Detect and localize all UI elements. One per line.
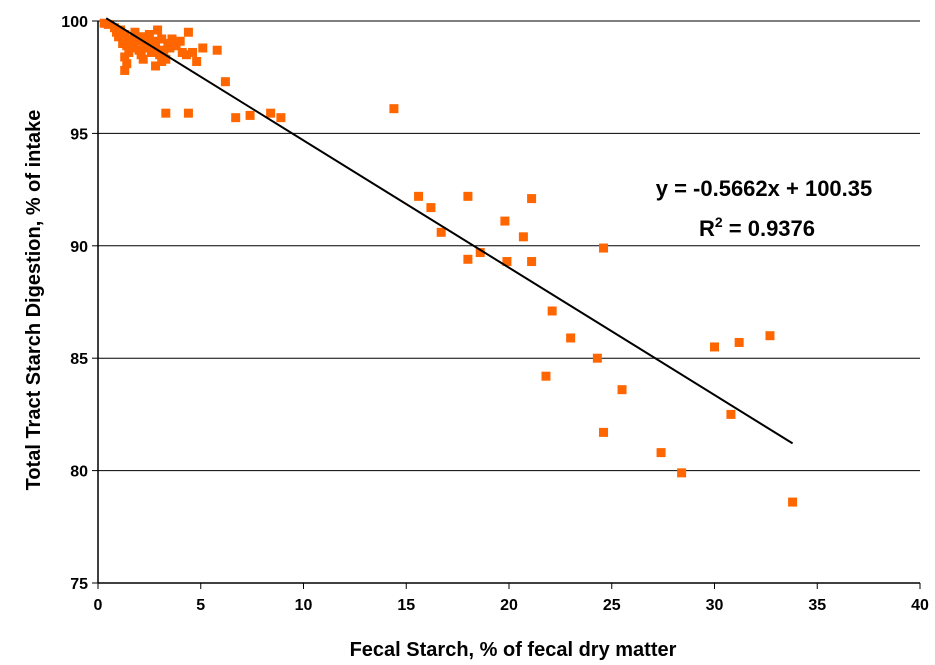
data-point <box>547 306 557 316</box>
data-point <box>527 257 537 267</box>
data-point <box>144 29 154 39</box>
data-point <box>120 65 130 75</box>
data-point <box>181 50 191 60</box>
y-tick-label-75: 75 <box>70 576 88 593</box>
y-tick-labels: 75 80 85 90 95 100 <box>61 14 98 593</box>
r-squared-annotation: R2 = 0.9376 <box>699 214 815 241</box>
data-point <box>175 36 185 46</box>
trendline <box>105 17 794 445</box>
data-point <box>159 45 169 55</box>
data-point <box>183 108 193 118</box>
x-tick-label-25: 25 <box>603 597 621 614</box>
y-tick-label-80: 80 <box>70 464 88 481</box>
x-tick-labels: 0 5 10 15 20 25 30 35 40 <box>94 583 929 614</box>
data-point <box>599 427 609 437</box>
trendline-equation: y = -0.5662x + 100.35 <box>656 176 873 201</box>
data-point <box>120 52 130 62</box>
data-point <box>475 248 485 258</box>
r-squared-value: = 0.9376 <box>723 216 815 241</box>
data-point <box>592 353 602 363</box>
data-point <box>103 19 113 29</box>
data-point <box>120 29 130 39</box>
data-point <box>126 34 136 44</box>
data-point <box>245 110 255 120</box>
x-axis-title: Fecal Starch, % of fecal dry matter <box>350 639 677 661</box>
data-point <box>130 27 140 37</box>
x-tick-label-5: 5 <box>196 597 205 614</box>
data-point <box>436 227 446 237</box>
data-point <box>426 203 436 213</box>
data-point <box>157 56 167 66</box>
data-point <box>132 36 142 46</box>
data-point <box>502 257 512 267</box>
data-point <box>151 61 161 71</box>
data-point <box>710 342 719 352</box>
data-point <box>599 243 609 253</box>
data-point <box>726 409 736 419</box>
data-point <box>212 45 222 55</box>
y-tick-label-90: 90 <box>70 239 88 256</box>
data-point <box>188 47 198 57</box>
data-point <box>114 32 124 42</box>
x-tick-label-30: 30 <box>706 597 724 614</box>
y-tick-label-100: 100 <box>61 14 88 31</box>
data-point <box>167 34 177 44</box>
data-point <box>122 59 132 69</box>
data-point <box>463 254 473 264</box>
r-squared-superscript: 2 <box>715 214 723 230</box>
data-point <box>146 47 156 57</box>
data-point <box>527 194 537 204</box>
data-point <box>161 108 171 118</box>
data-point <box>151 41 161 51</box>
x-tick-label-20: 20 <box>500 597 518 614</box>
data-point <box>541 371 551 381</box>
data-point <box>463 191 473 201</box>
data-point <box>138 54 148 64</box>
y-tick-label-85: 85 <box>70 351 88 368</box>
y-axis-title: Total Tract Starch Digestion, % of intak… <box>23 110 45 491</box>
x-tick-label-10: 10 <box>295 597 313 614</box>
data-point <box>198 43 208 53</box>
data-point <box>183 27 193 37</box>
data-point <box>500 216 510 226</box>
data-point <box>566 333 576 343</box>
data-point <box>765 331 775 341</box>
data-point <box>220 77 230 87</box>
data-point <box>192 56 202 66</box>
data-point <box>656 448 666 458</box>
data-point <box>165 43 175 53</box>
data-point <box>231 113 241 123</box>
data-point <box>518 232 528 242</box>
x-tick-label-0: 0 <box>94 597 103 614</box>
x-tick-label-15: 15 <box>397 597 415 614</box>
r-squared-prefix: R <box>699 216 715 241</box>
data-point <box>153 25 163 35</box>
y-tick-label-95: 95 <box>70 126 88 143</box>
data-point <box>138 32 148 42</box>
data-point <box>788 497 798 507</box>
x-tick-label-40: 40 <box>911 597 929 614</box>
data-point <box>677 468 687 478</box>
data-points <box>99 18 798 507</box>
x-tick-label-35: 35 <box>808 597 826 614</box>
data-point <box>157 34 167 44</box>
data-point <box>266 108 276 118</box>
gridlines <box>98 20 920 472</box>
data-point <box>276 113 286 123</box>
data-point <box>124 41 134 51</box>
data-point <box>389 104 399 114</box>
data-point <box>734 337 744 347</box>
data-point <box>617 385 627 395</box>
data-point <box>414 191 424 201</box>
